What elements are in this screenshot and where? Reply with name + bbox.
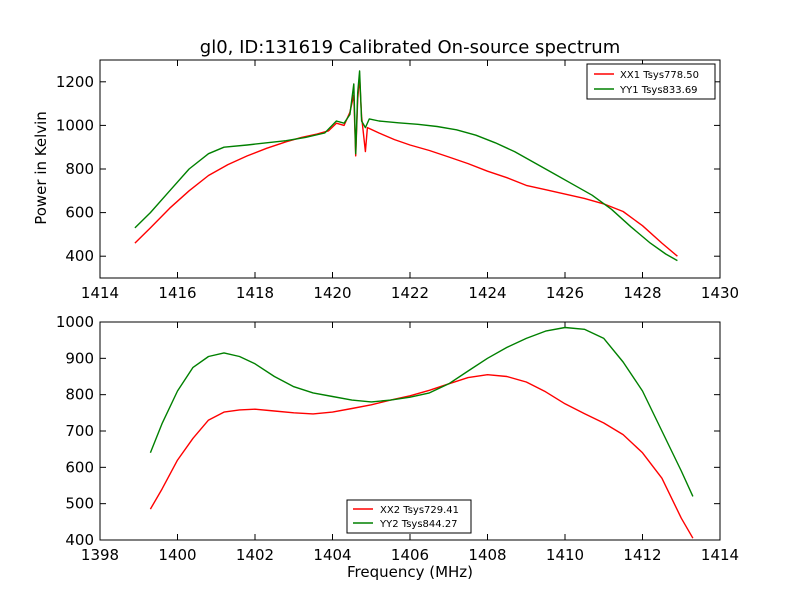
bottom-x-tick-label: 1398 [81, 546, 119, 564]
bottom-legend-label-xx2: XX2 Tsys729.41 [380, 505, 459, 516]
bottom-plot: 1398 1400 1402 1404 1406 1408 1410 1412 1414 400 5… [56, 313, 739, 564]
top-y-tick-label: 600 [65, 204, 94, 222]
top-x-tick-label: 1416 [158, 284, 196, 302]
bottom-y-tick-label: 500 [65, 495, 94, 513]
bottom-y-tick-label: 900 [65, 349, 94, 367]
bottom-y-tick-label: 700 [65, 422, 94, 440]
top-legend-box [586, 63, 716, 100]
top-series [134, 70, 678, 262]
bottom-ticks: 1398 1400 1402 1404 1406 1408 1410 1412 1414 400 5… [56, 313, 739, 564]
bottom-series-line-yy2 [149, 326, 694, 497]
top-x-tick-label: 1418 [236, 284, 274, 302]
bottom-y-tick-label: 600 [65, 458, 94, 476]
top-x-tick-label: 1430 [701, 284, 739, 302]
bottom-legend: XX2 Tsys729.41 YY2 Tsys844.27 [346, 499, 472, 534]
bottom-series-line-xx2 [149, 374, 694, 539]
bottom-x-tick-label: 1404 [313, 546, 351, 564]
top-x-tick-label: 1424 [468, 284, 506, 302]
top-series-line-xx1 [134, 76, 678, 257]
top-legend-label-xx1: XX1 Tsys778.50 [620, 70, 699, 81]
bottom-x-tick-label: 1408 [468, 546, 506, 564]
top-x-tick-label: 1422 [391, 284, 429, 302]
bottom-x-tick-label: 1402 [236, 546, 274, 564]
bottom-x-tick-label: 1400 [158, 546, 196, 564]
bottom-x-tick-label: 1412 [623, 546, 661, 564]
top-series-line-yy1 [134, 70, 678, 262]
x-axis-label: Frequency (MHz) [347, 563, 473, 581]
bottom-series [149, 326, 694, 539]
top-x-tick-label: 1426 [546, 284, 584, 302]
top-plot: 1414 1416 1418 1420 1422 1424 1426 1428 1430 400 6… [56, 59, 739, 302]
top-y-tick-label: 1200 [56, 73, 94, 91]
top-x-tick-label: 1414 [81, 284, 119, 302]
top-legend: XX1 Tsys778.50 YY1 Tsys833.69 [586, 63, 716, 100]
bottom-y-tick-label: 800 [65, 386, 94, 404]
top-y-tick-label: 1000 [56, 116, 94, 134]
bottom-y-tick-label: 400 [65, 531, 94, 549]
top-legend-label-yy1: YY1 Tsys833.69 [619, 85, 698, 96]
bottom-legend-box [346, 499, 472, 534]
y-axis-label: Power in Kelvin [32, 111, 50, 225]
top-y-tick-label: 800 [65, 160, 94, 178]
top-y-tick-label: 400 [65, 247, 94, 265]
top-x-tick-label: 1428 [623, 284, 661, 302]
bottom-x-tick-label: 1414 [701, 546, 739, 564]
bottom-y-tick-label: 1000 [56, 313, 94, 331]
top-ticks: 1414 1416 1418 1420 1422 1424 1426 1428 1430 400 6… [56, 60, 739, 302]
bottom-legend-label-yy2: YY2 Tsys844.27 [379, 519, 458, 530]
bottom-x-tick-label: 1410 [546, 546, 584, 564]
chart-title: gl0, ID:131619 Calibrated On-source spec… [200, 37, 620, 58]
bottom-x-tick-label: 1406 [391, 546, 429, 564]
top-x-tick-label: 1420 [313, 284, 351, 302]
